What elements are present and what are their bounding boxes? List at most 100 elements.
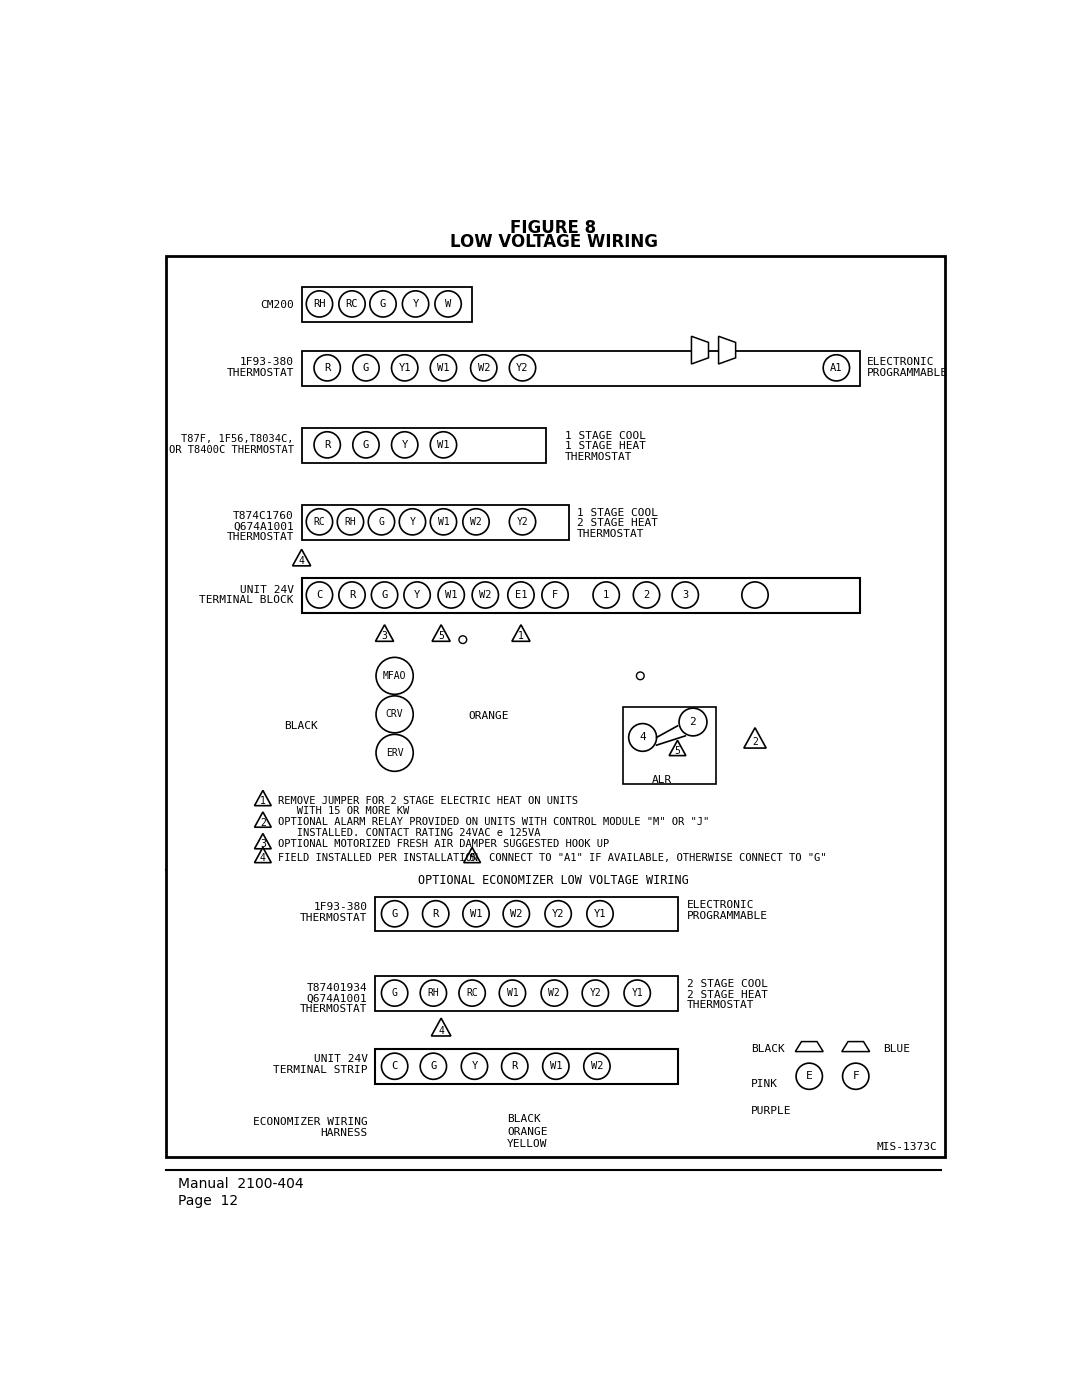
Text: YELLOW: YELLOW (507, 1139, 548, 1148)
Bar (301, 351, 860, 386)
Text: THERMOSTAT: THERMOSTAT (577, 529, 645, 539)
Text: 2: 2 (752, 736, 758, 747)
Text: REMOVE JUMPER FOR 2 STAGE ELECTRIC HEAT ON UNITS: REMOVE JUMPER FOR 2 STAGE ELECTRIC HEAT … (279, 795, 579, 806)
Circle shape (422, 901, 449, 926)
Circle shape (463, 901, 489, 926)
Text: T87401934: T87401934 (307, 982, 367, 993)
Text: 4: 4 (299, 556, 305, 566)
Text: W2: W2 (510, 909, 523, 919)
Text: G: G (380, 299, 387, 309)
Circle shape (510, 355, 536, 381)
Circle shape (337, 509, 364, 535)
Text: PROGRAMMABLE: PROGRAMMABLE (687, 911, 768, 921)
Text: E1: E1 (515, 590, 527, 599)
Circle shape (459, 636, 467, 644)
Circle shape (376, 658, 414, 694)
Circle shape (307, 291, 333, 317)
Circle shape (501, 1053, 528, 1080)
Text: R: R (349, 590, 355, 599)
Bar (301, 427, 545, 462)
Text: G: G (430, 1062, 436, 1071)
Text: 2: 2 (644, 590, 650, 599)
Text: 2 STAGE HEAT: 2 STAGE HEAT (577, 518, 658, 528)
Text: R: R (433, 909, 438, 919)
Text: W1: W1 (445, 590, 458, 599)
Text: ELECTRONIC: ELECTRONIC (687, 900, 754, 911)
Text: WITH 15 OR MORE KW: WITH 15 OR MORE KW (279, 806, 409, 816)
Polygon shape (691, 337, 708, 365)
Polygon shape (670, 740, 686, 756)
Text: 1: 1 (603, 590, 609, 599)
Text: 1: 1 (260, 796, 266, 806)
Bar (375, 897, 677, 932)
Text: 4: 4 (639, 732, 646, 742)
Text: TERMINAL BLOCK: TERMINAL BLOCK (200, 595, 294, 605)
Circle shape (629, 724, 657, 752)
Circle shape (372, 583, 397, 608)
Text: RH: RH (313, 299, 326, 309)
Text: E: E (806, 1071, 812, 1081)
Circle shape (636, 672, 644, 680)
Text: Y: Y (471, 1062, 477, 1071)
Circle shape (368, 509, 394, 535)
Polygon shape (432, 624, 450, 641)
Circle shape (381, 1053, 408, 1080)
Text: HARNESS: HARNESS (321, 1129, 367, 1139)
Polygon shape (744, 728, 766, 747)
Polygon shape (255, 791, 271, 806)
Circle shape (542, 583, 568, 608)
Text: ORANGE: ORANGE (469, 711, 509, 721)
Bar (301, 286, 472, 321)
Text: RH: RH (345, 517, 356, 527)
Bar (166, 256, 945, 1157)
Circle shape (583, 1053, 610, 1080)
Text: Page  12: Page 12 (177, 1194, 238, 1208)
Text: THERMOSTAT: THERMOSTAT (687, 1000, 754, 1010)
Circle shape (796, 1063, 823, 1090)
Text: 2 STAGE COOL: 2 STAGE COOL (687, 979, 768, 989)
Text: Q674A1001: Q674A1001 (233, 521, 294, 531)
Circle shape (314, 355, 340, 381)
Polygon shape (255, 812, 271, 827)
Text: R: R (324, 363, 330, 373)
Text: W2: W2 (470, 517, 482, 527)
Text: Y2: Y2 (590, 988, 602, 997)
Circle shape (376, 696, 414, 733)
Text: ALR: ALR (652, 775, 672, 785)
Circle shape (420, 1053, 446, 1080)
Text: RH: RH (428, 988, 440, 997)
Text: 1 STAGE COOL: 1 STAGE COOL (577, 507, 658, 518)
Text: W1: W1 (470, 909, 483, 919)
Circle shape (542, 1053, 569, 1080)
Text: 1 STAGE HEAT: 1 STAGE HEAT (565, 441, 646, 451)
Polygon shape (255, 848, 271, 862)
Text: W1: W1 (507, 988, 518, 997)
Circle shape (679, 708, 707, 736)
Text: 1F93-380: 1F93-380 (240, 358, 294, 367)
Text: UNIT 24V: UNIT 24V (240, 584, 294, 595)
Bar (301, 578, 860, 613)
Text: THERMOSTAT: THERMOSTAT (300, 912, 367, 922)
Text: W1: W1 (437, 440, 449, 450)
Text: G: G (381, 590, 388, 599)
Circle shape (403, 291, 429, 317)
Polygon shape (293, 549, 311, 566)
Text: W: W (445, 299, 451, 309)
Text: RC: RC (346, 299, 359, 309)
Text: T874C1760: T874C1760 (233, 511, 294, 521)
Text: OPTIONAL ALARM RELAY PROVIDED ON UNITS WITH CONTROL MODULE "M" OR "J": OPTIONAL ALARM RELAY PROVIDED ON UNITS W… (279, 817, 710, 827)
Text: INSTALLED. CONTACT RATING 24VAC e 125VA: INSTALLED. CONTACT RATING 24VAC e 125VA (279, 828, 541, 838)
Circle shape (353, 355, 379, 381)
Circle shape (381, 979, 408, 1006)
Text: OR T8400C THERMOSTAT: OR T8400C THERMOSTAT (168, 446, 294, 455)
Text: W2: W2 (549, 988, 561, 997)
Circle shape (420, 979, 446, 1006)
Circle shape (510, 509, 536, 535)
Text: 3: 3 (381, 631, 388, 641)
Text: F: F (852, 1071, 859, 1081)
Text: R: R (512, 1062, 518, 1071)
Polygon shape (718, 337, 735, 365)
Polygon shape (376, 624, 393, 641)
Circle shape (823, 355, 850, 381)
Text: G: G (363, 363, 369, 373)
